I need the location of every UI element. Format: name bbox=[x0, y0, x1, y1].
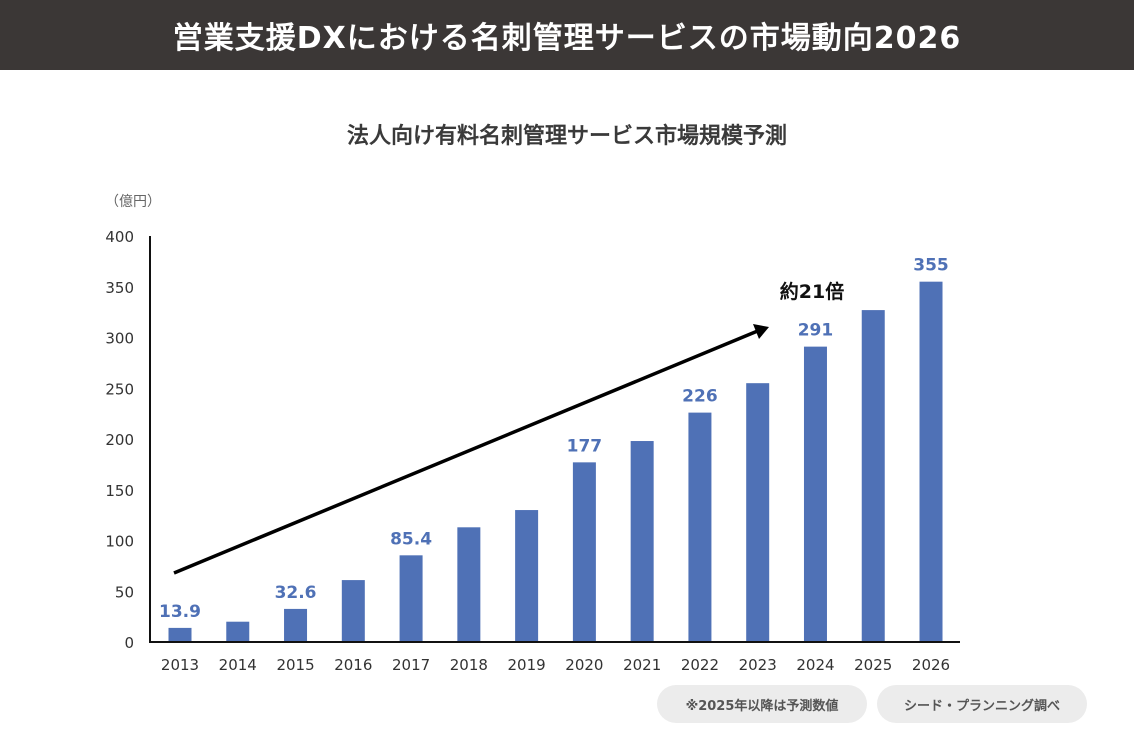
y-tick-label: 250 bbox=[105, 380, 134, 398]
page-header: 営業支援DXにおける名刺管理サービスの市場動向2026 bbox=[0, 0, 1134, 70]
trend-arrow-line bbox=[173, 328, 761, 575]
header-title: 営業支援DXにおける名刺管理サービスの市場動向2026 bbox=[172, 21, 962, 56]
x-tick-label: 2019 bbox=[508, 656, 546, 674]
y-tick-label: 150 bbox=[105, 482, 134, 500]
bar-2013 bbox=[168, 627, 192, 642]
x-tick-label: 2020 bbox=[565, 656, 603, 674]
x-tick-label: 2017 bbox=[392, 656, 430, 674]
x-tick-label: 2018 bbox=[450, 656, 488, 674]
data-label: 226 bbox=[682, 387, 718, 407]
bar-2014 bbox=[226, 621, 250, 642]
x-tick-label: 2022 bbox=[681, 656, 719, 674]
source-note: シード・プランニング調べ bbox=[877, 685, 1087, 723]
forecast-note: ※2025年以降は予測数値 bbox=[657, 685, 867, 723]
x-tick-label: 2016 bbox=[334, 656, 372, 674]
x-tick-label: 2023 bbox=[739, 656, 777, 674]
data-label: 355 bbox=[913, 256, 949, 276]
data-label: 13.9 bbox=[159, 602, 201, 622]
y-tick-label: 100 bbox=[105, 533, 134, 551]
bar-2025 bbox=[861, 310, 885, 642]
chart-title: 法人向け有料名刺管理サービス市場規模予測 bbox=[346, 124, 787, 149]
bar-2015 bbox=[284, 608, 308, 642]
data-label: 32.6 bbox=[275, 583, 317, 603]
bar-2017 bbox=[399, 555, 423, 642]
y-axis-unit-label: （億円） bbox=[105, 194, 161, 210]
bar-2018 bbox=[457, 527, 481, 642]
y-tick-label: 350 bbox=[105, 279, 134, 297]
x-tick-label: 2013 bbox=[161, 656, 199, 674]
x-tick-label: 2026 bbox=[912, 656, 950, 674]
y-tick-label: 200 bbox=[105, 431, 134, 449]
data-label: 85.4 bbox=[390, 529, 432, 549]
data-label: 291 bbox=[798, 321, 834, 341]
x-tick-label: 2021 bbox=[623, 656, 661, 674]
bar-2021 bbox=[630, 441, 654, 642]
bar-2026 bbox=[919, 281, 943, 642]
growth-annotation: 約21倍 bbox=[780, 280, 844, 303]
x-tick-label: 2015 bbox=[276, 656, 314, 674]
bar-2024 bbox=[803, 346, 827, 642]
data-label: 177 bbox=[567, 436, 603, 456]
bar-2020 bbox=[572, 462, 596, 642]
x-tick-label: 2014 bbox=[219, 656, 257, 674]
x-tick-label: 2025 bbox=[854, 656, 892, 674]
x-tick-label: 2024 bbox=[796, 656, 834, 674]
y-tick-label: 400 bbox=[105, 228, 134, 246]
bar-2019 bbox=[515, 510, 539, 642]
bar-2016 bbox=[341, 580, 365, 642]
y-tick-label: 300 bbox=[105, 330, 134, 348]
bar-2022 bbox=[688, 412, 712, 642]
y-tick-label: 0 bbox=[124, 634, 134, 652]
trend-arrow-head-icon bbox=[753, 324, 769, 339]
bar-2023 bbox=[746, 383, 770, 642]
y-tick-label: 50 bbox=[115, 583, 134, 601]
